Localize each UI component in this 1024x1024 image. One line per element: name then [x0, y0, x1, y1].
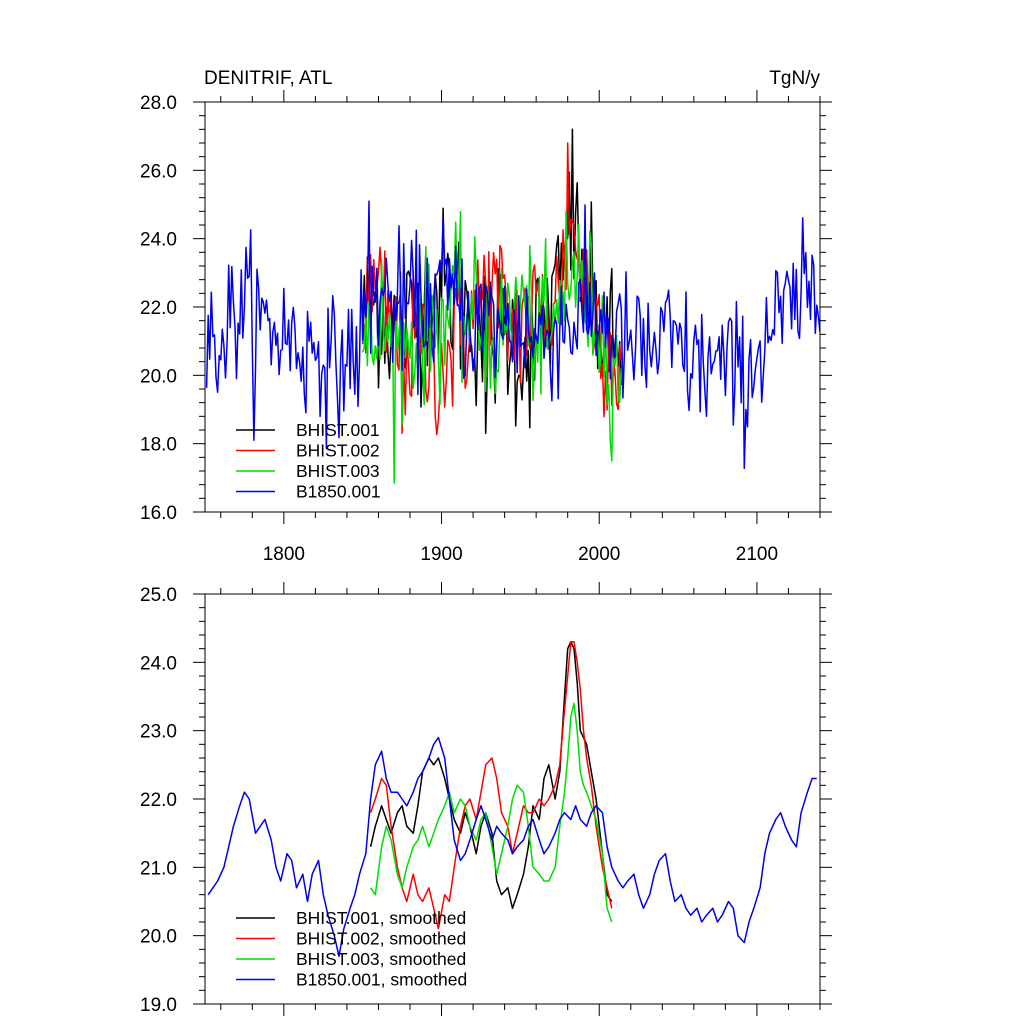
y-tick-label: 18.0 — [140, 435, 177, 456]
x-tick-label: 1900 — [420, 544, 462, 565]
series-line-b1850-001-smoothed — [207, 736, 817, 957]
legend-label-bhist-002-smoothed: BHIST.002, smoothed — [296, 929, 466, 949]
x-tick-label: 2000 — [578, 544, 620, 565]
panel-title: DENITRIF, ATL — [204, 68, 332, 89]
legend-label-b1850-001-smoothed: B1850.001, smoothed — [296, 970, 467, 990]
legend-label-bhist-002: BHIST.002 — [296, 441, 380, 461]
y-tick-label: 24.0 — [140, 653, 177, 674]
y-tick-label: 21.0 — [140, 858, 177, 879]
y-tick-label: 22.0 — [140, 298, 177, 319]
series-line-b1850-001 — [205, 200, 820, 470]
plot-frame — [204, 593, 821, 1005]
y-tick-label: 28.0 — [140, 93, 177, 114]
y-tick-label: 22.0 — [140, 790, 177, 811]
y-tick-label: 20.0 — [140, 366, 177, 387]
y-tick-label: 23.0 — [140, 722, 177, 743]
y-tick-label: 26.0 — [140, 161, 177, 182]
axes: 19.0 20.0 21.0 22.0 23.0 24.0 25.0 — [140, 582, 832, 1016]
series-line-bhist-003 — [361, 210, 623, 484]
plot-frame — [204, 101, 821, 513]
y-tick-label: 25.0 — [140, 585, 177, 606]
series-line-bhist-002-smoothed — [369, 641, 613, 930]
top-panel: DENITRIF, ATL TgN/y 16.0 18.0 20.0 22.0 24.0… — [140, 68, 832, 565]
bottom-panel: 19.0 20.0 21.0 22.0 23.0 24.0 25.0 BHIST.001, … — [140, 582, 832, 1016]
y-tick-label: 16.0 — [140, 503, 177, 524]
series-layer — [205, 128, 820, 484]
x-tick-label: 1800 — [263, 544, 305, 565]
series-line-bhist-001-smoothed — [369, 641, 613, 910]
legend-label-bhist-003-smoothed: BHIST.003, smoothed — [296, 949, 466, 969]
y-tick-label: 24.0 — [140, 230, 177, 251]
units-label: TgN/y — [769, 68, 820, 89]
legend-label-bhist-001: BHIST.001 — [296, 420, 380, 440]
y-tick-label: 20.0 — [140, 927, 177, 948]
axes: 16.0 18.0 20.0 22.0 24.0 26.0 28.0 1800 1900 2000… — [140, 90, 832, 565]
series-layer — [207, 641, 817, 957]
y-tick-label: 19.0 — [140, 995, 177, 1016]
legend-label-b1850-001: B1850.001 — [296, 482, 381, 502]
legend-label-bhist-001-smoothed: BHIST.001, smoothed — [296, 908, 466, 928]
series-line-bhist-003-smoothed — [369, 702, 613, 923]
legend-label-bhist-003: BHIST.003 — [296, 461, 380, 481]
x-tick-label: 2100 — [736, 544, 778, 565]
